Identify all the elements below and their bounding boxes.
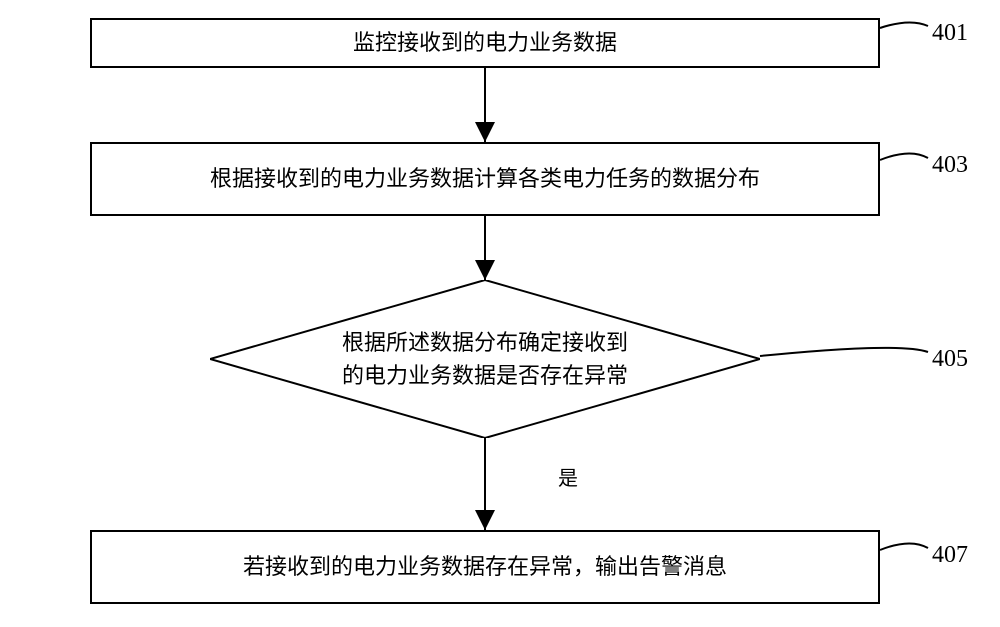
step-2-text: 根据接收到的电力业务数据计算各类电力任务的数据分布	[210, 164, 760, 195]
flowchart-step-1: 监控接收到的电力业务数据	[90, 18, 880, 68]
step-4-text: 若接收到的电力业务数据存在异常，输出告警消息	[243, 552, 727, 583]
step-number-4: 407	[932, 542, 968, 569]
flowchart-step-2: 根据接收到的电力业务数据计算各类电力任务的数据分布	[90, 142, 880, 216]
step-number-1: 401	[932, 20, 968, 47]
step-1-text: 监控接收到的电力业务数据	[353, 28, 617, 59]
flowchart-decision: 根据所述数据分布确定接收到的电力业务数据是否存在异常	[210, 280, 760, 438]
flowchart-canvas: 监控接收到的电力业务数据 根据接收到的电力业务数据计算各类电力任务的数据分布 根…	[0, 0, 1000, 627]
flowchart-step-4: 若接收到的电力业务数据存在异常，输出告警消息	[90, 530, 880, 604]
edge-label-yes: 是	[558, 462, 578, 491]
step-number-2: 403	[932, 152, 968, 179]
step-number-3: 405	[932, 346, 968, 373]
decision-text: 根据所述数据分布确定接收到的电力业务数据是否存在异常	[210, 326, 760, 392]
